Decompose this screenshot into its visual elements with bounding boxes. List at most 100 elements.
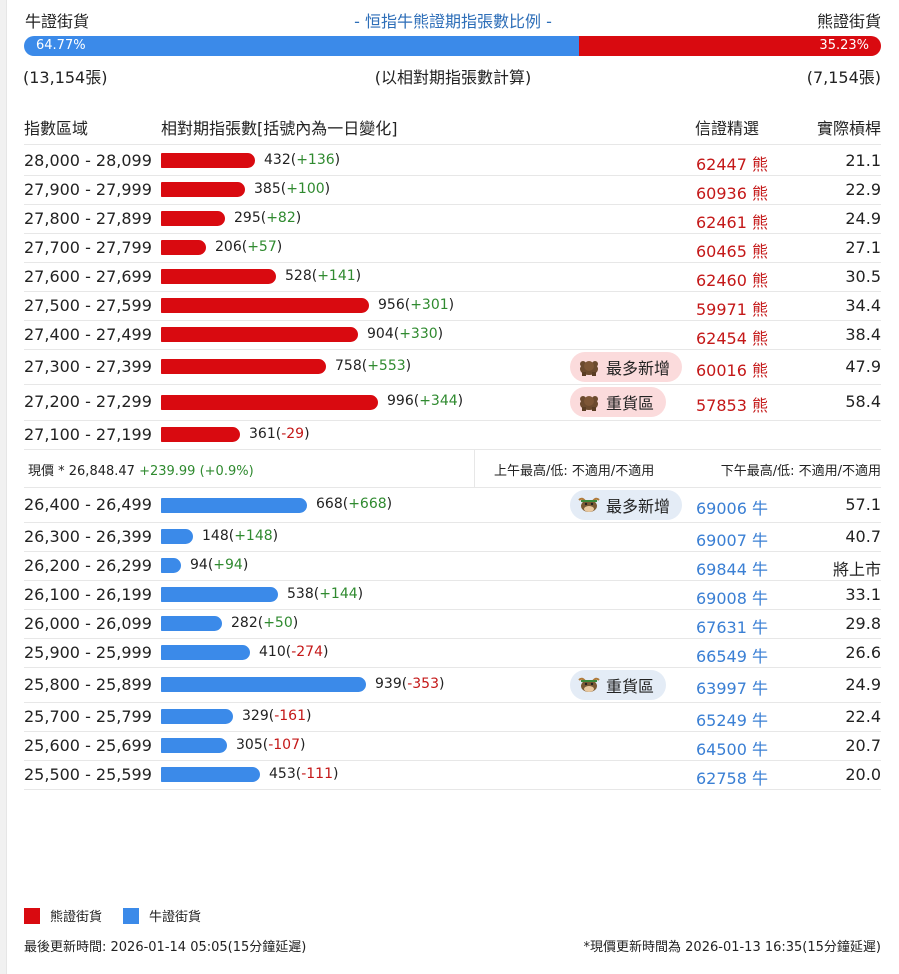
warrant-code-link[interactable]: 60016 熊 bbox=[696, 360, 768, 380]
bear-qty-bar bbox=[161, 327, 358, 342]
qty-value: 206 bbox=[215, 238, 242, 255]
afternoon-high-low: 下午最高/低: 不適用/不適用 bbox=[720, 464, 881, 479]
effective-gearing: 24.9 bbox=[845, 674, 881, 694]
index-range: 27,400 - 27,499 bbox=[24, 324, 152, 344]
bull-range-row: 26,000 - 26,099 282(+50) 67631 牛 29.8 bbox=[24, 609, 881, 638]
qty-change: +144 bbox=[319, 585, 358, 602]
warrant-code-link[interactable]: 62460 熊 bbox=[696, 270, 768, 290]
warrant-code-link[interactable]: 66549 牛 bbox=[696, 646, 768, 666]
warrant-code-link[interactable]: 69007 牛 bbox=[696, 530, 768, 550]
warrant-code-link[interactable]: 69006 牛 bbox=[696, 499, 768, 518]
qty-label: 94(+94) bbox=[190, 556, 249, 573]
bear-ratio-text: 35.23% bbox=[819, 38, 869, 53]
warrant-code-link[interactable]: 60936 熊 bbox=[696, 183, 768, 203]
warrant-code-link[interactable]: 57853 熊 bbox=[696, 396, 768, 415]
warrant-code-link[interactable]: 62447 熊 bbox=[696, 154, 768, 174]
row-divider bbox=[24, 233, 881, 234]
index-range: 26,100 - 26,199 bbox=[24, 584, 152, 604]
qty-change: +330 bbox=[399, 325, 438, 342]
index-range: 27,700 - 27,799 bbox=[24, 237, 152, 257]
qty-change: +553 bbox=[367, 357, 406, 374]
index-range: 26,200 - 26,299 bbox=[24, 555, 152, 575]
bull-range-row: 26,400 - 26,499 668(+668) 最多新增 69006 牛 57.1 bbox=[24, 488, 881, 522]
column-header-selection: 信證精選 bbox=[695, 119, 760, 138]
qty-label: 410(-274) bbox=[259, 643, 329, 660]
column-header-gearing: 實際槓桿 bbox=[816, 119, 881, 138]
bear-range-row: 27,500 - 27,599 956(+301) 59971 熊 34.4 bbox=[24, 291, 881, 320]
qty-value: 538 bbox=[287, 585, 314, 602]
warrant-code-link[interactable]: 67631 牛 bbox=[696, 617, 768, 637]
row-divider bbox=[24, 609, 881, 610]
bear-range-row: 27,300 - 27,399 758(+553) 最多新增 60016 熊 47.9 bbox=[24, 349, 881, 384]
qty-value: 904 bbox=[367, 325, 394, 342]
warrant-code-link[interactable]: 60465 熊 bbox=[696, 241, 768, 261]
index-range: 27,900 - 27,999 bbox=[24, 179, 152, 199]
effective-gearing: 21.1 bbox=[845, 150, 881, 170]
bear-legend-label: 熊證街貨 bbox=[50, 910, 103, 925]
bull-qty-bar bbox=[161, 529, 193, 544]
qty-label: 956(+301) bbox=[378, 296, 455, 313]
qty-label: 206(+57) bbox=[215, 238, 283, 255]
row-divider bbox=[24, 384, 881, 385]
qty-change: +100 bbox=[286, 180, 325, 197]
qty-change: +344 bbox=[419, 393, 458, 409]
qty-change: +57 bbox=[247, 238, 277, 255]
effective-gearing: 27.1 bbox=[845, 237, 881, 257]
warrant-code-link[interactable]: 62758 牛 bbox=[696, 768, 768, 788]
warrant-code-link[interactable]: 63997 牛 bbox=[696, 678, 768, 698]
qty-label: 528(+141) bbox=[285, 267, 362, 284]
column-header-qty: 相對期指張數[括號內為一日變化] bbox=[161, 119, 398, 138]
row-divider bbox=[24, 789, 881, 790]
warrant-code-link[interactable]: 65249 牛 bbox=[696, 710, 768, 730]
qty-value: 528 bbox=[285, 267, 312, 284]
bear-icon bbox=[578, 358, 600, 376]
effective-gearing: 29.8 bbox=[845, 613, 881, 633]
index-range: 27,200 - 27,299 bbox=[24, 392, 152, 411]
effective-gearing: 24.9 bbox=[845, 208, 881, 228]
header-divider bbox=[24, 144, 881, 145]
warrant-code-link[interactable]: 62454 熊 bbox=[696, 328, 768, 348]
warrant-code-link[interactable]: 69008 牛 bbox=[696, 588, 768, 608]
qty-change: +668 bbox=[348, 496, 387, 512]
row-divider bbox=[24, 702, 881, 703]
bear-range-row: 27,600 - 27,699 528(+141) 62460 熊 30.5 bbox=[24, 262, 881, 291]
qty-value: 282 bbox=[231, 614, 258, 631]
qty-value: 305 bbox=[236, 736, 263, 753]
qty-change: -353 bbox=[407, 675, 439, 692]
row-divider bbox=[24, 262, 881, 263]
last-updated: 最後更新時間: 2026-01-14 05:05(15分鐘延遲) bbox=[24, 940, 307, 955]
index-range: 25,900 - 25,999 bbox=[24, 642, 152, 662]
qty-change: +82 bbox=[266, 209, 296, 226]
effective-gearing: 38.4 bbox=[845, 324, 881, 344]
bear-icon bbox=[578, 393, 600, 411]
warrant-code-link[interactable]: 62461 熊 bbox=[696, 212, 768, 232]
index-range: 26,300 - 26,399 bbox=[24, 526, 152, 546]
effective-gearing: 40.7 bbox=[845, 526, 881, 546]
effective-gearing: 34.4 bbox=[845, 295, 881, 315]
row-divider bbox=[24, 580, 881, 581]
qty-value: 956 bbox=[378, 296, 405, 313]
bull-qty-bar bbox=[161, 558, 181, 573]
index-range: 27,600 - 27,699 bbox=[24, 266, 152, 286]
badge-label: 重貨區 bbox=[606, 676, 655, 696]
row-divider bbox=[24, 760, 881, 761]
qty-value: 148 bbox=[202, 527, 229, 544]
index-range: 27,800 - 27,899 bbox=[24, 208, 152, 228]
qty-label: 538(+144) bbox=[287, 585, 364, 602]
bull-icon bbox=[578, 676, 600, 694]
qty-value: 432 bbox=[264, 151, 291, 168]
qty-value: 939 bbox=[375, 675, 402, 692]
bull-qty-bar bbox=[161, 616, 222, 631]
bull-qty-bar bbox=[161, 677, 366, 692]
qty-label: 939(-353) bbox=[375, 675, 445, 692]
warrant-code-link[interactable]: 69844 牛 bbox=[696, 559, 768, 579]
bull-range-row: 25,800 - 25,899 939(-353) 重貨區 63997 牛 24.9 bbox=[24, 667, 881, 702]
warrant-code-link[interactable]: 64500 牛 bbox=[696, 739, 768, 759]
warrant-code-link[interactable]: 59971 熊 bbox=[696, 299, 768, 319]
bull-range-row: 25,600 - 25,699 305(-107) 64500 牛 20.7 bbox=[24, 731, 881, 760]
row-divider bbox=[24, 204, 881, 205]
badge-label: 最多新增 bbox=[606, 358, 671, 378]
qty-value: 385 bbox=[254, 180, 281, 197]
column-header-range: 指數區域 bbox=[24, 119, 89, 138]
row-divider bbox=[24, 320, 881, 321]
